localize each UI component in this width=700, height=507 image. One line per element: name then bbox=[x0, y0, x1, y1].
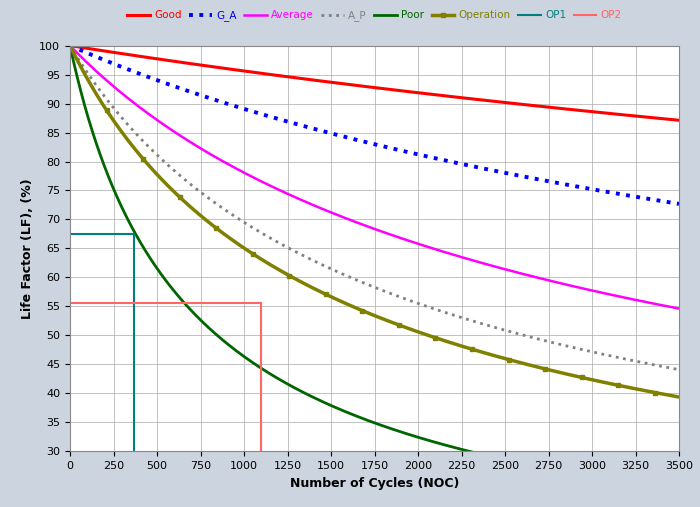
Poor bbox=[298, 389, 307, 395]
Line: Average: Average bbox=[70, 46, 679, 309]
Poor bbox=[431, 439, 440, 445]
Legend: Good, G_A, Average, A_P, Poor, Operation, OP1, OP2: Good, G_A, Average, A_P, Poor, Operation… bbox=[123, 6, 626, 25]
A_P bbox=[298, 252, 307, 259]
A_P bbox=[462, 316, 470, 322]
Average bbox=[431, 246, 440, 252]
OP2 bbox=[256, 448, 265, 454]
G_A bbox=[431, 155, 440, 161]
G_A bbox=[462, 162, 470, 168]
Good bbox=[176, 59, 185, 65]
Line: Operation: Operation bbox=[68, 43, 681, 400]
Average bbox=[675, 306, 683, 312]
G_A bbox=[176, 85, 185, 91]
A_P bbox=[176, 173, 185, 179]
Poor bbox=[66, 43, 74, 49]
Good bbox=[66, 43, 74, 49]
G_A bbox=[520, 173, 528, 179]
G_A bbox=[66, 43, 74, 49]
Operation bbox=[66, 43, 74, 49]
G_A bbox=[675, 201, 683, 207]
Average bbox=[298, 198, 307, 204]
Poor bbox=[520, 461, 528, 467]
Good bbox=[675, 117, 683, 123]
Good bbox=[298, 76, 307, 82]
Line: Good: Good bbox=[70, 46, 679, 120]
Average bbox=[176, 133, 185, 139]
Poor bbox=[176, 296, 185, 302]
Operation bbox=[462, 344, 470, 350]
Operation bbox=[520, 360, 528, 367]
Poor bbox=[566, 470, 575, 476]
Operation bbox=[675, 394, 683, 400]
Line: Poor: Poor bbox=[70, 46, 679, 490]
Operation bbox=[176, 195, 185, 201]
Y-axis label: Life Factor (LF), (%): Life Factor (LF), (%) bbox=[21, 178, 34, 319]
Good bbox=[462, 95, 470, 101]
A_P bbox=[431, 306, 440, 312]
A_P bbox=[520, 333, 528, 339]
Average bbox=[520, 271, 528, 277]
Operation bbox=[298, 280, 307, 286]
G_A bbox=[566, 183, 575, 189]
A_P bbox=[566, 344, 575, 350]
A_P bbox=[66, 43, 74, 49]
Good bbox=[431, 92, 440, 98]
OP1 bbox=[130, 448, 138, 454]
Average bbox=[462, 256, 470, 262]
Operation bbox=[566, 372, 575, 378]
Line: G_A: G_A bbox=[70, 46, 679, 204]
Average bbox=[66, 43, 74, 49]
G_A bbox=[298, 123, 307, 129]
X-axis label: Number of Cycles (NOC): Number of Cycles (NOC) bbox=[290, 477, 459, 489]
OP1 bbox=[130, 231, 138, 237]
OP2 bbox=[256, 300, 265, 306]
Operation bbox=[431, 335, 440, 341]
Poor bbox=[462, 448, 470, 454]
A_P bbox=[675, 367, 683, 373]
Good bbox=[566, 106, 575, 113]
Poor bbox=[675, 487, 683, 493]
Average bbox=[566, 282, 575, 288]
Line: A_P: A_P bbox=[70, 46, 679, 370]
Good bbox=[520, 101, 528, 107]
